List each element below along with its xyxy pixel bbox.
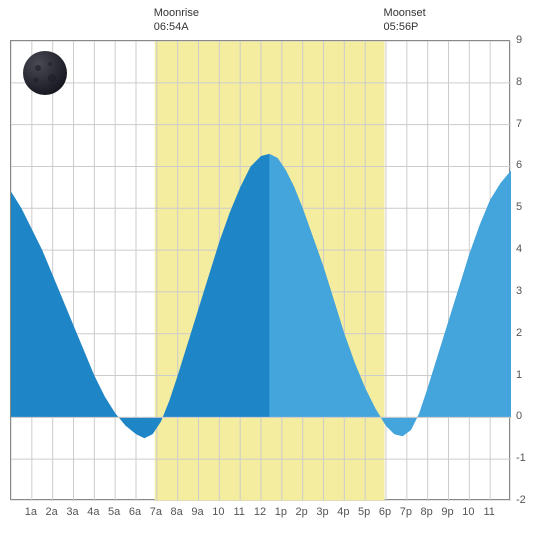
y-tick-label: 6 — [516, 159, 522, 171]
x-tick-label: 3a — [63, 506, 83, 518]
y-tick-label: 3 — [516, 285, 522, 297]
x-tick-label: 6p — [375, 506, 395, 518]
plot-svg — [11, 41, 511, 501]
x-tick-label: 5a — [104, 506, 124, 518]
y-axis-labels: -2-10123456789 — [516, 40, 546, 500]
x-tick-label: 1p — [271, 506, 291, 518]
x-tick-label: 10 — [458, 506, 478, 518]
y-tick-label: 5 — [516, 201, 522, 213]
x-axis-labels: 1a2a3a4a5a6a7a8a9a1011121p2p3p4p5p6p7p8p… — [10, 506, 510, 526]
x-tick-label: 11 — [479, 506, 499, 518]
x-tick-label: 4a — [83, 506, 103, 518]
x-tick-label: 8p — [417, 506, 437, 518]
x-tick-label: 10 — [208, 506, 228, 518]
y-tick-label: 7 — [516, 118, 522, 130]
x-tick-label: 8a — [167, 506, 187, 518]
y-tick-label: 8 — [516, 76, 522, 88]
y-tick-label: 0 — [516, 410, 522, 422]
moonrise-annotation: Moonrise 06:54A — [154, 6, 199, 35]
x-tick-label: 2a — [42, 506, 62, 518]
x-tick-label: 3p — [313, 506, 333, 518]
x-tick-label: 6a — [125, 506, 145, 518]
x-tick-label: 9p — [438, 506, 458, 518]
moon-phase-icon — [22, 50, 68, 96]
y-tick-label: -2 — [516, 494, 526, 506]
x-tick-label: 7a — [146, 506, 166, 518]
x-tick-label: 11 — [229, 506, 249, 518]
y-tick-label: -1 — [516, 452, 526, 464]
moonset-annotation: Moonset 05:56P — [384, 6, 426, 35]
tide-chart: 1a2a3a4a5a6a7a8a9a1011121p2p3p4p5p6p7p8p… — [0, 0, 550, 550]
plot-area — [10, 40, 510, 500]
moonrise-label: Moonrise — [154, 6, 199, 20]
x-tick-label: 4p — [333, 506, 353, 518]
x-tick-label: 1a — [21, 506, 41, 518]
moonset-time: 05:56P — [384, 20, 426, 34]
x-tick-label: 9a — [188, 506, 208, 518]
y-tick-label: 9 — [516, 34, 522, 46]
x-tick-label: 5p — [354, 506, 374, 518]
moonset-label: Moonset — [384, 6, 426, 20]
y-tick-label: 1 — [516, 369, 522, 381]
y-tick-label: 2 — [516, 327, 522, 339]
x-tick-label: 2p — [292, 506, 312, 518]
x-tick-label: 12 — [250, 506, 270, 518]
x-tick-label: 7p — [396, 506, 416, 518]
y-tick-label: 4 — [516, 243, 522, 255]
moonrise-time: 06:54A — [154, 20, 199, 34]
